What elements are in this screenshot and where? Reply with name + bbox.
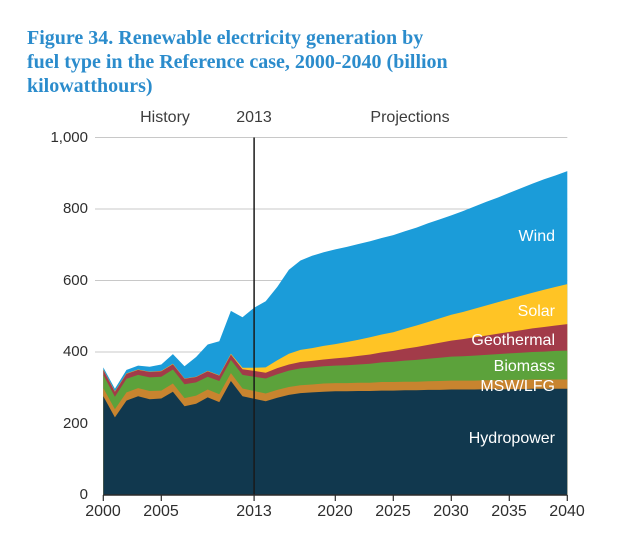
x-tick-label-2005: 2005 <box>143 503 179 520</box>
period-label-2013: 2013 <box>236 109 272 126</box>
figure-title-line-3: kilowatthours) <box>27 75 153 97</box>
y-tick-label-1000: 1,000 <box>50 129 88 146</box>
y-tick-label-0: 0 <box>79 486 88 503</box>
area-hydropower <box>103 381 568 495</box>
y-tick-label-400: 400 <box>62 343 88 360</box>
area-label-msw-lfg: MSW/LFG <box>480 378 555 395</box>
area-label-geothermal: Geothermal <box>471 332 555 349</box>
x-tick-label-2035: 2035 <box>491 503 527 520</box>
period-label-projections: Projections <box>370 109 450 126</box>
x-tick-label-2040: 2040 <box>549 503 585 520</box>
figure-title-line-2: fuel type in the Reference case, 2000-20… <box>27 51 448 73</box>
period-label-history: History <box>140 109 190 126</box>
area-label-wind: Wind <box>518 228 555 245</box>
y-tick-label-600: 600 <box>62 272 88 289</box>
y-tick-label-200: 200 <box>62 415 88 432</box>
x-tick-label-2025: 2025 <box>375 503 411 520</box>
x-tick-label-2013: 2013 <box>236 503 272 520</box>
area-label-solar: Solar <box>517 303 555 320</box>
x-tick-label-2000: 2000 <box>85 503 121 520</box>
area-label-biomass: Biomass <box>493 358 555 375</box>
x-tick-label-2020: 2020 <box>317 503 353 520</box>
area-label-hydropower: Hydropower <box>468 430 555 447</box>
x-tick-label-2030: 2030 <box>433 503 469 520</box>
y-tick-label-800: 800 <box>62 200 88 217</box>
figure-title-line-1: Figure 34. Renewable electricity generat… <box>27 27 424 49</box>
figure-title: Figure 34. Renewable electricity generat… <box>27 26 587 98</box>
